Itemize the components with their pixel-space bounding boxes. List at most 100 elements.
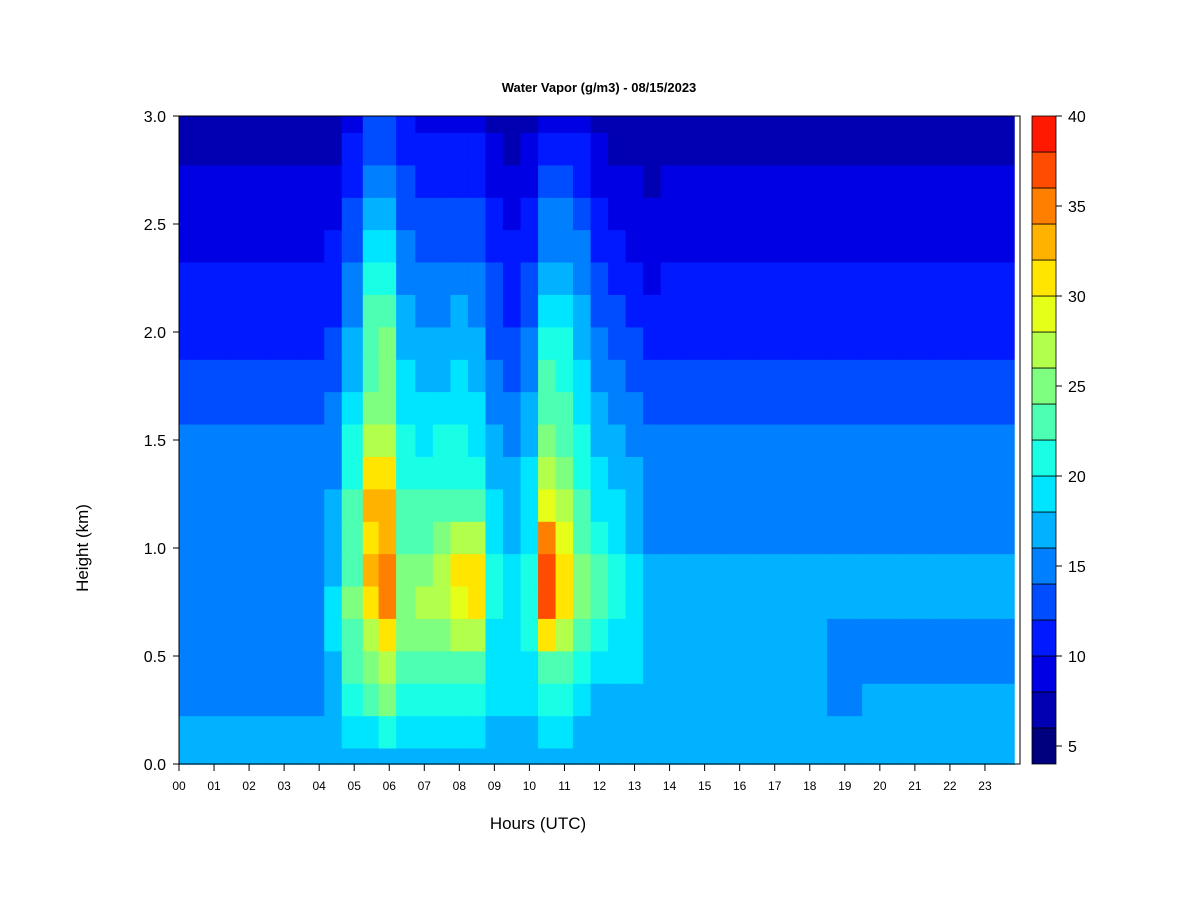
heatmap-cell [485,682,504,717]
heatmap-cell [396,618,417,652]
heatmap-cell [432,585,452,619]
heatmap-cell [196,715,233,749]
heatmap-cell [1002,391,1016,425]
colorbar-swatch [1031,367,1057,405]
heatmap-cell [862,358,899,393]
heatmap-cell [625,196,645,231]
heatmap-cell [1002,553,1016,587]
colorbar-swatch [1031,439,1057,477]
heatmap-cell [573,358,592,393]
heatmap-cell [590,520,610,555]
heatmap-cell [415,456,434,490]
heatmap-cell [660,115,688,133]
heatmap-cell [178,553,198,587]
heatmap-cell [625,456,645,490]
heatmap-cell [862,229,899,263]
heatmap-cell [721,488,758,522]
heatmap-cell [686,358,723,393]
heatmap-cell [396,747,417,765]
heatmap-cell [266,261,303,295]
heatmap-cell [608,553,627,587]
heatmap-cell [721,164,758,198]
colorbar-swatch [1031,691,1057,729]
heatmap-cell [643,132,662,166]
heatmap-cell [467,132,487,166]
heatmap-cell [362,326,380,360]
heatmap-cell [485,229,504,263]
heatmap-cell [660,196,688,231]
heatmap-cell [396,488,417,522]
heatmap-cell [266,585,303,619]
heatmap-cell [573,553,592,587]
colorbar-swatch [1031,331,1057,369]
heatmap-cell [396,164,417,198]
heatmap-cell [538,488,557,522]
heatmap-cell [266,294,303,328]
heatmap-cell [573,294,592,328]
heatmap-cell [721,358,758,393]
heatmap-cell [378,520,398,555]
heatmap-cell [178,229,198,263]
heatmap-cell [932,164,969,198]
heatmap-cell [520,715,539,749]
heatmap-cell [555,326,574,360]
heatmap-cell [573,229,592,263]
heatmap-cell [608,618,627,652]
heatmap-cell [378,261,398,295]
heatmap-cell [897,456,934,490]
heatmap-cell [396,326,417,360]
heatmap-cell [415,132,434,166]
heatmap-cell [643,423,662,457]
heatmap-cell [231,682,268,717]
heatmap-cell [324,682,343,717]
heatmap-cell [502,456,522,490]
heatmap-cell [432,326,452,360]
heatmap-cell [932,391,969,425]
heatmap-cell [932,358,969,393]
heatmap-cell [467,585,487,619]
heatmap-cell [757,196,793,231]
x-tick-label: 22 [943,779,957,793]
heatmap-cell [897,164,934,198]
heatmap-cell [538,747,557,765]
heatmap-cell [862,553,899,587]
heatmap-cell [520,520,539,555]
heatmap-cell [862,261,899,295]
heatmap-cell [967,553,1004,587]
heatmap-cell [196,196,233,231]
heatmap-cell [643,585,662,619]
heatmap-cell [643,456,662,490]
heatmap-cell [485,358,504,393]
heatmap-cell [608,164,627,198]
heatmap-cell [625,326,645,360]
heatmap-cell [432,747,452,765]
heatmap-cell [362,650,380,684]
heatmap-cell [266,650,303,684]
colorbar-tick-label: 15 [1068,559,1086,576]
heatmap-cell [467,294,487,328]
heatmap-cell [897,650,934,684]
heatmap-cell [231,747,268,765]
heatmap-cell [538,456,557,490]
heatmap-cell [415,650,434,684]
colorbar-tick-label: 35 [1068,199,1086,216]
heatmap-cell [485,423,504,457]
x-tick-label: 11 [558,779,571,793]
heatmap-cell [485,715,504,749]
heatmap-cell [432,423,452,457]
x-axis: 00 01 02 03 04 05 06 07 08 09 10 11 12 13 14 15 16 17 18 19… [172,764,992,793]
heatmap-cell [178,488,198,522]
heatmap-cell [757,747,793,765]
heatmap-cell [485,115,504,133]
heatmap-cell [643,261,662,295]
x-tick-label: 06 [383,779,397,793]
heatmap-cell [862,747,899,765]
heatmap-cell [932,715,969,749]
heatmap-cell [450,294,469,328]
heatmap-cell [467,618,487,652]
heatmap-cell [231,358,268,393]
heatmap-cell [686,456,723,490]
heatmap-cell [266,488,303,522]
heatmap-cell [967,423,1004,457]
heatmap-cell [573,391,592,425]
